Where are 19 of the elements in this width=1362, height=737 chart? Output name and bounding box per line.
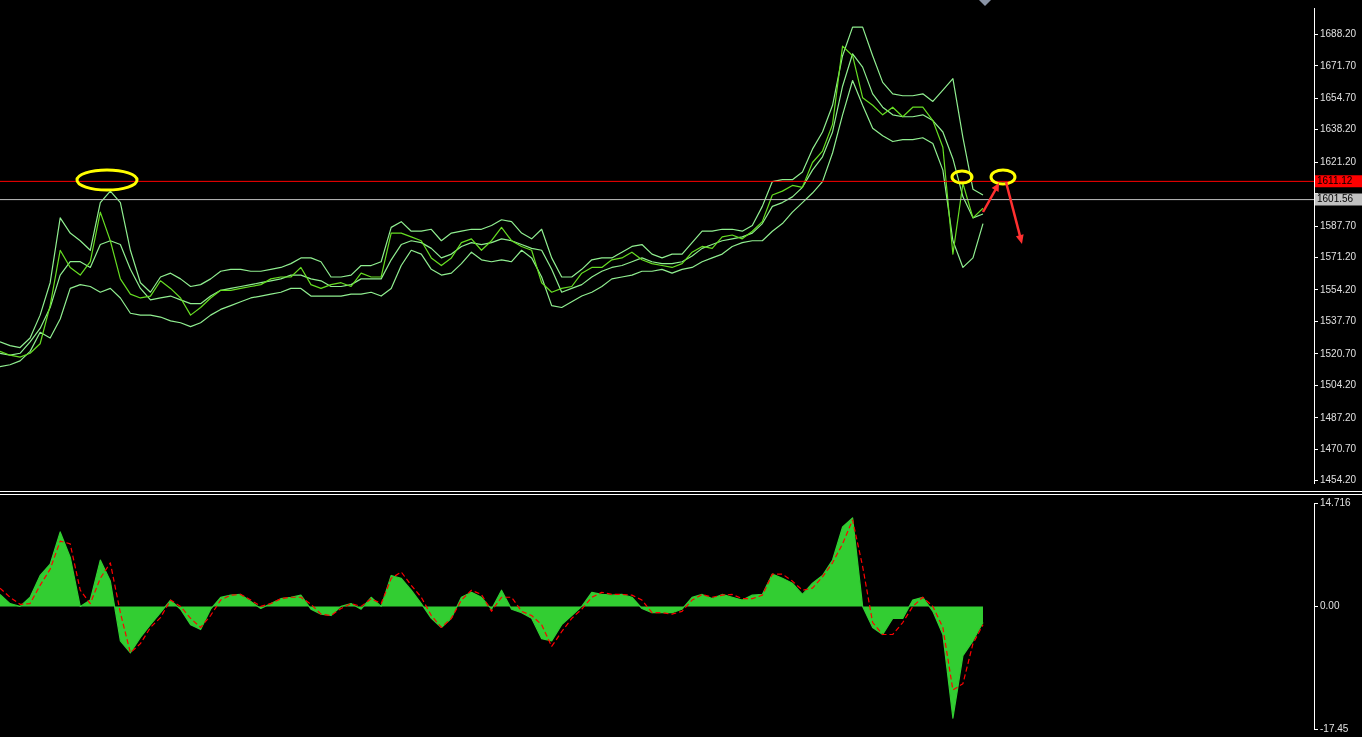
- y-tick-label: 1504.20: [1320, 379, 1357, 391]
- y-tick-label: -17.45: [1320, 722, 1349, 734]
- y-tick-label: 1470.70: [1320, 442, 1357, 454]
- y-tick-label: 1571.20: [1320, 251, 1357, 263]
- y-tick-label: 1621.20: [1320, 155, 1357, 167]
- y-tick-label: 1638.20: [1320, 123, 1357, 135]
- y-tick-label: 1671.70: [1320, 59, 1357, 71]
- y-tick-label: 1537.70: [1320, 315, 1357, 327]
- ref-line-label: 1601.56: [1317, 193, 1354, 205]
- y-tick-label: 1487.20: [1320, 411, 1357, 423]
- y-tick-label: 1554.20: [1320, 283, 1357, 295]
- y-tick-label: 1587.70: [1320, 219, 1357, 231]
- y-tick-label: 14.716: [1320, 496, 1352, 508]
- y-tick-label: 1654.70: [1320, 91, 1357, 103]
- y-tick-label: 1454.20: [1320, 474, 1357, 486]
- y-tick-label: 1520.70: [1320, 347, 1357, 359]
- y-tick-label: 0.00: [1320, 600, 1340, 612]
- ref-line-label: 1611.12: [1317, 175, 1353, 187]
- y-tick-label: 1688.20: [1320, 28, 1357, 40]
